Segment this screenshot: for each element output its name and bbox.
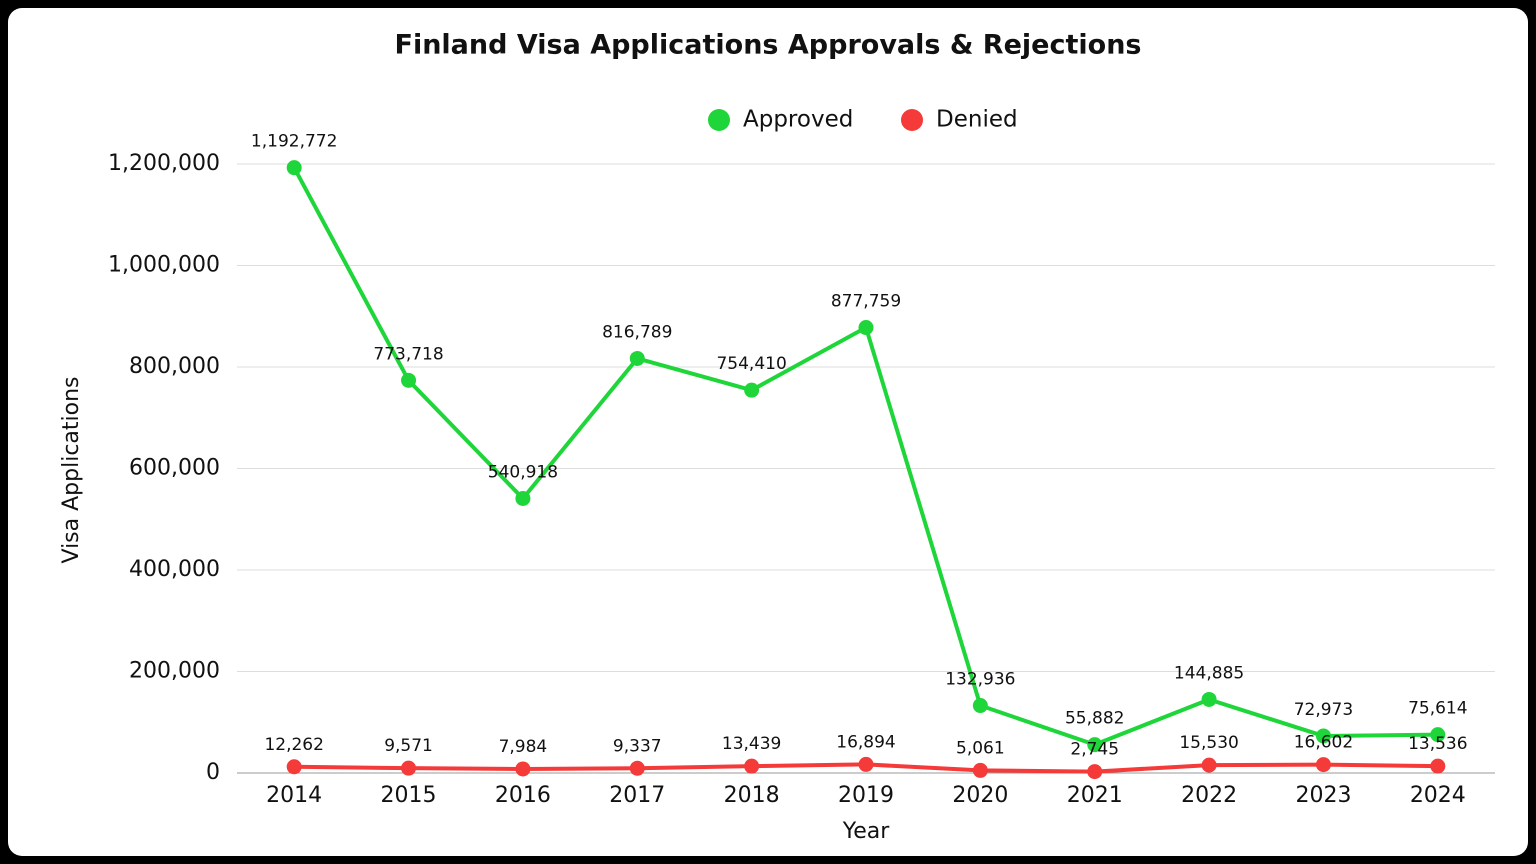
x-axis-label: Year xyxy=(842,819,891,844)
data-label: 2,745 xyxy=(1070,740,1119,760)
data-label: 5,061 xyxy=(956,738,1005,758)
data-point xyxy=(1087,764,1103,780)
data-point xyxy=(515,761,531,777)
chart-title: Finland Visa Applications Approvals & Re… xyxy=(395,30,1142,61)
data-label: 7,984 xyxy=(499,737,548,757)
legend-label: Denied xyxy=(936,107,1018,133)
y-tick-label: 600,000 xyxy=(129,456,220,481)
data-label: 144,885 xyxy=(1174,663,1244,683)
data-point xyxy=(1430,727,1446,743)
y-tick-label: 400,000 xyxy=(129,557,220,582)
data-point xyxy=(1201,691,1217,707)
data-label: 13,536 xyxy=(1408,734,1467,754)
x-tick-label: 2021 xyxy=(1067,783,1123,808)
x-tick-label: 2015 xyxy=(381,783,437,808)
data-label: 773,718 xyxy=(373,344,443,364)
data-point xyxy=(744,758,760,774)
data-point xyxy=(972,698,988,714)
data-point xyxy=(286,759,302,775)
data-point xyxy=(858,756,874,772)
data-label: 75,614 xyxy=(1408,699,1467,719)
data-label: 540,918 xyxy=(488,462,558,482)
x-tick-label: 2023 xyxy=(1295,783,1351,808)
data-label: 1,192,772 xyxy=(251,132,338,152)
x-tick-label: 2019 xyxy=(838,783,894,808)
x-tick-label: 2018 xyxy=(724,783,780,808)
data-point xyxy=(1430,758,1446,774)
x-tick-label: 2024 xyxy=(1410,783,1466,808)
y-axis-label: Visa Applications xyxy=(59,377,84,564)
y-tick-label: 1,000,000 xyxy=(108,253,220,278)
data-label: 16,602 xyxy=(1294,733,1353,753)
y-tick-label: 800,000 xyxy=(129,354,220,379)
data-point xyxy=(858,320,874,336)
data-label: 13,439 xyxy=(722,734,781,754)
data-label: 15,530 xyxy=(1179,733,1238,753)
data-label: 877,759 xyxy=(831,292,901,312)
data-label: 816,789 xyxy=(602,322,672,342)
data-point xyxy=(1315,728,1331,744)
data-point xyxy=(1087,737,1103,753)
x-tick-label: 2022 xyxy=(1181,783,1237,808)
data-point xyxy=(1201,757,1217,773)
x-tick-label: 2020 xyxy=(952,783,1008,808)
y-tick-label: 200,000 xyxy=(129,659,220,684)
x-tick-label: 2014 xyxy=(266,783,322,808)
y-tick-label: 1,200,000 xyxy=(108,151,220,176)
data-label: 9,571 xyxy=(384,736,433,756)
data-point xyxy=(515,490,531,506)
data-label: 754,410 xyxy=(716,354,786,374)
x-tick-label: 2016 xyxy=(495,783,551,808)
data-label: 132,936 xyxy=(945,670,1015,690)
data-point xyxy=(629,760,645,776)
data-point xyxy=(1315,757,1331,773)
x-tick-label: 2017 xyxy=(609,783,665,808)
data-point xyxy=(401,760,417,776)
y-tick-label: 0 xyxy=(206,760,220,785)
data-label: 55,882 xyxy=(1065,709,1124,729)
data-point xyxy=(744,382,760,398)
data-label: 9,337 xyxy=(613,736,662,756)
legend-marker xyxy=(708,109,730,131)
data-point xyxy=(286,160,302,176)
data-point xyxy=(401,372,417,388)
data-label: 72,973 xyxy=(1294,700,1353,720)
data-point xyxy=(972,762,988,778)
data-label: 16,894 xyxy=(836,732,895,752)
background xyxy=(8,8,1528,856)
legend-label: Approved xyxy=(743,107,853,133)
data-label: 12,262 xyxy=(264,735,323,755)
data-point xyxy=(629,350,645,366)
legend-marker xyxy=(901,109,923,131)
